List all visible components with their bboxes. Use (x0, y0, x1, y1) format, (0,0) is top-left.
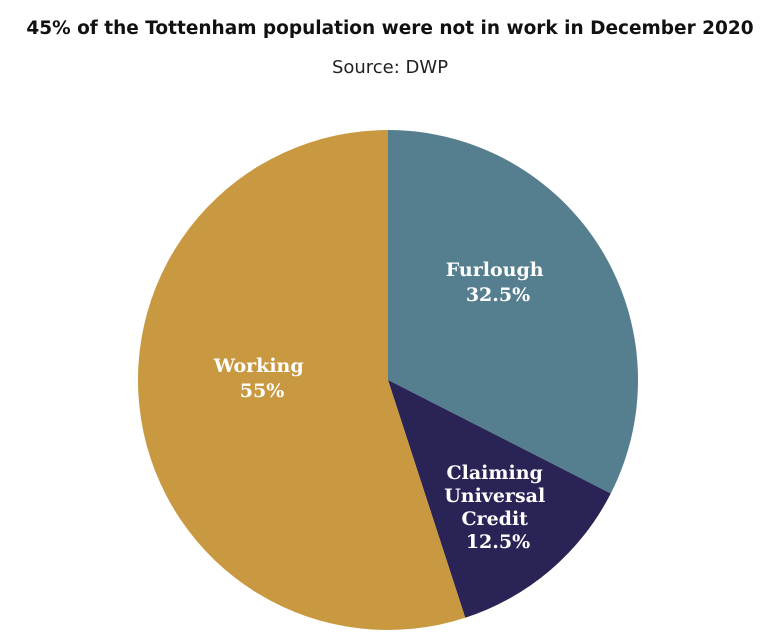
label-working-value: 55% (240, 380, 285, 402)
slice-furlough (388, 130, 638, 494)
chart-title: 45% of the Tottenham population were not… (26, 18, 754, 39)
label-working-name: Working (213, 355, 304, 377)
label-uc-line3: Credit (461, 508, 528, 530)
label-uc-value: 12.5% (466, 531, 530, 553)
label-claiming-universal-credit: Claiming Universal Credit 12.5% (444, 462, 552, 553)
label-furlough: Furlough 32.5% (446, 259, 550, 306)
slice-claiming-universal-credit (388, 380, 611, 618)
label-uc-line1: Claiming (447, 462, 543, 484)
slice-working (137, 130, 466, 630)
label-working: Working 55% (213, 355, 311, 402)
label-furlough-name: Furlough (446, 259, 544, 281)
label-uc-line2: Universal (444, 485, 545, 507)
label-furlough-value: 32.5% (466, 284, 530, 306)
chart-subtitle: Source: DWP (331, 57, 449, 78)
